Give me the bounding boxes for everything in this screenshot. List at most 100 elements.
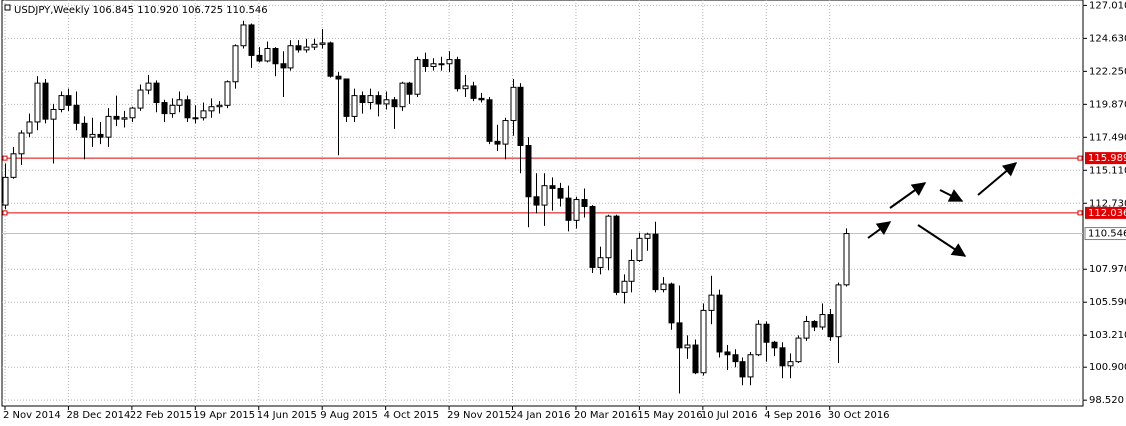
- level-label: 115.989: [1088, 153, 1126, 164]
- candle-body: [383, 99, 390, 105]
- candle-body: [430, 63, 437, 68]
- candle-body: [739, 361, 746, 378]
- y-tick-label: 124.630: [1089, 33, 1126, 44]
- candle-body: [747, 354, 754, 378]
- candle-body: [724, 351, 731, 356]
- candle-body: [628, 260, 635, 282]
- candle-body: [2, 176, 9, 206]
- candle-body: [153, 82, 160, 104]
- candle-body: [58, 95, 65, 110]
- candle-body: [295, 45, 302, 51]
- y-tick-label: 107.970: [1089, 264, 1126, 275]
- levels: 115.989 112.036 110.546: [2, 152, 1126, 241]
- level-label-box: [1085, 206, 1126, 219]
- arrow: [917, 224, 967, 257]
- candle-body: [668, 283, 675, 324]
- candle-body: [137, 89, 144, 109]
- candle-body: [319, 42, 326, 45]
- candle-body: [367, 95, 374, 104]
- candle-body: [494, 140, 501, 145]
- candle-body: [26, 121, 33, 134]
- candle-body: [34, 82, 41, 123]
- y-tick-label: 119.870: [1089, 99, 1126, 110]
- candle-body: [763, 323, 770, 343]
- arrow: [939, 189, 964, 202]
- y-tick-label: 105.590: [1089, 297, 1126, 308]
- candle-body: [636, 237, 643, 262]
- candles: [2, 20, 850, 394]
- last-price-box: [1084, 227, 1126, 241]
- candle-body: [359, 95, 366, 104]
- candle-body: [787, 361, 794, 367]
- x-tick-label: 20 Mar 2016: [574, 410, 637, 421]
- candle-body: [232, 45, 239, 83]
- arrow: [867, 221, 892, 239]
- level-marker: [2, 210, 8, 216]
- candle-body: [311, 43, 318, 48]
- candle-body: [716, 294, 723, 353]
- candle-body: [700, 309, 707, 374]
- candle-body: [549, 185, 556, 189]
- candle-body: [660, 283, 667, 291]
- y-tick-label: 127.010: [1089, 0, 1126, 11]
- candle-body: [169, 104, 176, 115]
- level-marker: [1077, 155, 1083, 161]
- candle-body: [10, 153, 17, 178]
- x-tick-label: 19 Apr 2015: [193, 410, 255, 421]
- candle-body: [454, 59, 461, 90]
- candle-body: [510, 86, 517, 122]
- candle-body: [42, 82, 49, 120]
- candle-body: [446, 59, 453, 65]
- candle-body: [605, 215, 612, 259]
- candle-body: [708, 294, 715, 311]
- candle-body: [216, 104, 223, 108]
- candle-body: [161, 102, 168, 115]
- x-tick-label: 14 Jun 2015: [257, 410, 317, 421]
- candle-body: [541, 185, 548, 206]
- candle-body: [843, 233, 850, 286]
- candle-body: [105, 115, 112, 138]
- x-tick-label: 4 Sep 2016: [764, 410, 821, 421]
- axes: 127.010 124.630 122.250 119.870 117.490 115.1…: [3, 0, 1126, 421]
- candle-body: [272, 47, 279, 65]
- x-tick-label: 10 Jul 2016: [701, 410, 758, 421]
- candle-body: [335, 75, 342, 80]
- candle-body: [573, 199, 580, 221]
- y-tick-label: 103.210: [1089, 330, 1126, 341]
- arrow: [889, 182, 927, 209]
- candle-body: [280, 63, 287, 69]
- y-tick-label: 98.520: [1089, 395, 1124, 406]
- candle-body: [486, 99, 493, 142]
- candle-body: [803, 320, 810, 339]
- candle-body: [287, 45, 294, 69]
- level-marker: [1077, 210, 1083, 216]
- candle-body: [581, 199, 588, 207]
- candle-body: [676, 322, 683, 349]
- candle-body: [692, 344, 699, 374]
- x-tick-label: 2 Nov 2014: [3, 410, 61, 421]
- candle-body: [343, 78, 350, 117]
- last-price-label: 110.546: [1088, 229, 1126, 240]
- candle-body: [73, 104, 80, 124]
- title-icon: [4, 4, 11, 11]
- candle-body: [200, 110, 207, 119]
- candle-body: [565, 197, 572, 221]
- x-tick-label: 9 Aug 2015: [320, 410, 378, 421]
- candle-body: [406, 82, 413, 95]
- candle-body: [819, 314, 826, 328]
- candle-body: [771, 341, 778, 349]
- level-label-box: [1085, 152, 1126, 165]
- candle-body: [81, 122, 88, 138]
- candle-body: [176, 99, 183, 106]
- candle-body: [399, 82, 406, 108]
- candle-body: [811, 320, 818, 328]
- candle-body: [327, 42, 334, 77]
- candle-body: [65, 95, 72, 106]
- arrow: [977, 162, 1018, 196]
- x-tick-label: 22 Feb 2015: [130, 410, 192, 421]
- candle-body: [533, 196, 540, 206]
- candle-body: [557, 187, 564, 199]
- candle-body: [97, 133, 104, 138]
- x-tick-label: 29 Nov 2015: [447, 410, 511, 421]
